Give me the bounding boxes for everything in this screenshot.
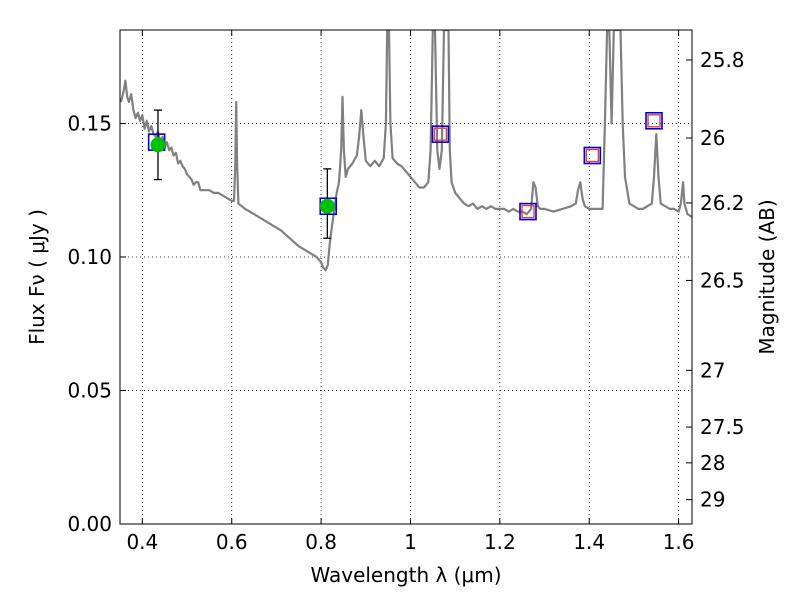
x-axis-label: Wavelength λ (μm) [310,563,501,587]
y-tick-label: 0.15 [67,111,112,135]
axis-ticks: 0.4 0.6 0.8 1 1.2 1.4 1.6 0.00 0.05 0.10 0.15 25.8 2… [67,30,745,554]
model-box-marker [583,146,602,165]
predicted-square-marker [585,148,600,163]
x-tick-label: 0.8 [305,530,337,554]
x-tick-label: 1 [404,530,417,554]
y2-tick-label: 28 [700,451,725,475]
predicted-square-marker [521,204,535,219]
y2-tick-label: 27 [700,358,725,382]
y-tick-label: 0.00 [67,512,112,536]
observed-point [319,198,335,214]
y2-tick-label: 29 [700,488,725,512]
predicted-square-marker [647,114,661,128]
y2-tick-label: 26.2 [700,191,745,215]
predicted-square-marker [433,127,448,141]
grid-lines [120,30,692,524]
x-tick-label: 0.6 [216,530,248,554]
x-tick-label: 0.4 [126,530,158,554]
y-tick-label: 0.10 [67,245,112,269]
y2-tick-label: 26 [700,126,725,150]
template-spectrum [120,30,692,272]
x-tick-label: 1.6 [663,530,695,554]
y-axis-label: Flux Fν ( μJy ) [25,209,49,345]
model-box-marker [645,111,663,130]
plot-frame [119,29,693,525]
x-tick-label: 1.4 [573,530,605,554]
observed-point [150,137,166,153]
y2-axis-label: Magnitude (AB) [755,199,779,354]
y2-tick-label: 25.8 [700,48,745,72]
model-box-marker [519,202,537,221]
data-markers [147,109,663,239]
x-tick-label: 1.2 [484,530,516,554]
y-tick-label: 0.05 [67,378,112,402]
spectrum-line [120,30,692,272]
y2-tick-label: 27.5 [700,415,745,439]
y2-tick-label: 26.5 [700,268,745,292]
model-box-marker [431,125,450,143]
